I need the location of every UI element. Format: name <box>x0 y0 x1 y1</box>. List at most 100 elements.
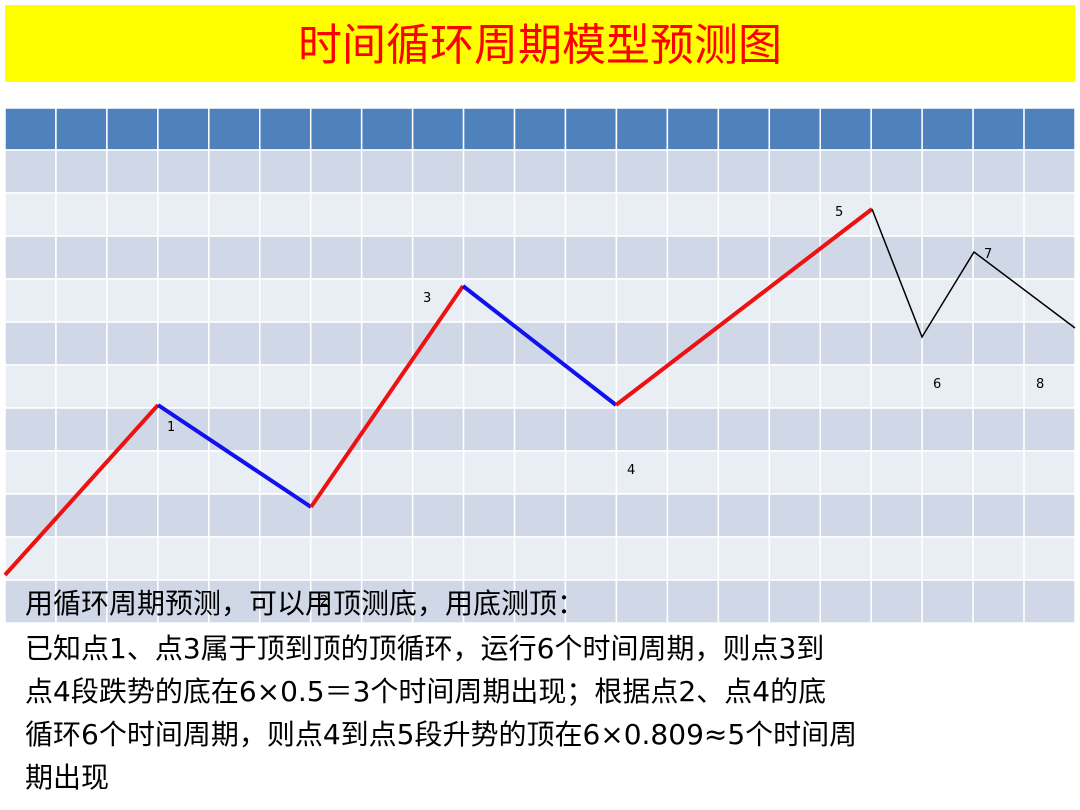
wave-up <box>3 403 160 577</box>
grid-cell <box>615 536 669 581</box>
grid-cell <box>360 107 414 151</box>
grid-cell <box>360 536 414 581</box>
grid-cell <box>208 235 261 280</box>
grid-cell <box>717 493 771 538</box>
grid-cell <box>259 278 312 323</box>
grid-cell <box>768 536 821 581</box>
point-label: 3 <box>423 291 431 306</box>
grid-cell <box>819 235 872 280</box>
text-line: 循环6个时间周期，则点4到点5段升势的顶在6×0.809≈5个时间周 <box>25 718 857 751</box>
grid-cell <box>768 192 821 237</box>
grid-cell <box>4 192 57 237</box>
grid-cell <box>768 450 821 495</box>
grid-cell <box>411 149 465 194</box>
grid-cell <box>972 407 1025 452</box>
grid-cell <box>411 278 465 323</box>
grid-cell <box>259 407 312 452</box>
grid-cell <box>1023 493 1076 538</box>
grid-cell <box>819 278 872 323</box>
grid-cell <box>208 149 261 194</box>
grid-cell <box>360 149 414 194</box>
grid-cell <box>870 579 923 624</box>
grid-cell <box>564 278 618 323</box>
grid-cell <box>870 364 923 409</box>
grid-cell <box>972 493 1025 538</box>
grid-cell <box>208 536 261 581</box>
grid-cell <box>411 407 465 452</box>
grid-cell <box>462 107 516 151</box>
grid-cell <box>870 278 923 323</box>
grid-cell <box>411 192 465 237</box>
grid-cell <box>309 107 363 151</box>
grid-cell <box>106 407 159 452</box>
grid-cell <box>972 107 1025 151</box>
grid-cell <box>259 579 312 624</box>
grid-cell <box>4 450 57 495</box>
text-line: 点4段跌势的底在6×0.5＝3个时间周期出现；根据点2、点4的底 <box>25 675 826 708</box>
grid-cell <box>615 493 669 538</box>
grid-cell <box>870 107 923 151</box>
grid-cell <box>157 364 210 409</box>
grid-cell <box>1023 149 1076 194</box>
grid-cell <box>513 235 567 280</box>
grid-cell <box>870 321 923 366</box>
grid-cell <box>921 493 974 538</box>
grid-cell <box>717 107 771 151</box>
grid-cell <box>921 321 974 366</box>
grid-cell <box>55 278 108 323</box>
grid-cell <box>157 192 210 237</box>
grid-cell <box>157 579 210 624</box>
grid-cell <box>157 407 210 452</box>
grid-cell <box>921 192 974 237</box>
grid-cell <box>411 450 465 495</box>
grid-cell <box>972 579 1025 624</box>
grid-cell <box>157 493 210 538</box>
grid-cell <box>106 278 159 323</box>
grid-cell <box>819 450 872 495</box>
grid-cell <box>462 450 516 495</box>
grid-cell <box>157 321 210 366</box>
grid-cell <box>4 321 57 366</box>
grid-cell <box>615 321 669 366</box>
grid-cell <box>768 278 821 323</box>
grid-cell <box>768 235 821 280</box>
grid-cell <box>717 235 771 280</box>
grid-cell <box>1023 107 1076 151</box>
grid-cell <box>462 192 516 237</box>
wave-down <box>156 403 313 509</box>
point-label: 5 <box>835 205 843 220</box>
wave-down <box>461 284 618 407</box>
grid-cell <box>921 235 974 280</box>
grid-cell <box>157 235 210 280</box>
grid-cell <box>972 364 1025 409</box>
point-label: 7 <box>984 247 992 262</box>
grid-cell <box>462 321 516 366</box>
grid-cell <box>564 149 618 194</box>
grid-cell <box>55 235 108 280</box>
grid-cell <box>564 579 618 624</box>
grid-cell <box>360 192 414 237</box>
grid-cell <box>717 364 771 409</box>
grid-cell <box>411 579 465 624</box>
grid-cell <box>513 536 567 581</box>
grid-cell <box>411 364 465 409</box>
grid-cell <box>870 149 923 194</box>
grid-cell <box>208 107 261 151</box>
grid-cell <box>564 536 618 581</box>
grid-cell <box>309 149 363 194</box>
grid-cell <box>411 536 465 581</box>
grid-cell <box>4 278 57 323</box>
grid-cell <box>462 235 516 280</box>
point-label: 2 <box>320 594 328 609</box>
grid-cell <box>309 536 363 581</box>
point-label: 8 <box>1036 377 1044 392</box>
grid-cell <box>819 107 872 151</box>
grid-cell <box>921 149 974 194</box>
grid-cell <box>513 149 567 194</box>
grid-cell <box>921 107 974 151</box>
grid-cell <box>615 407 669 452</box>
grid-cell <box>259 450 312 495</box>
grid-cell <box>55 192 108 237</box>
grid-cell <box>615 192 669 237</box>
